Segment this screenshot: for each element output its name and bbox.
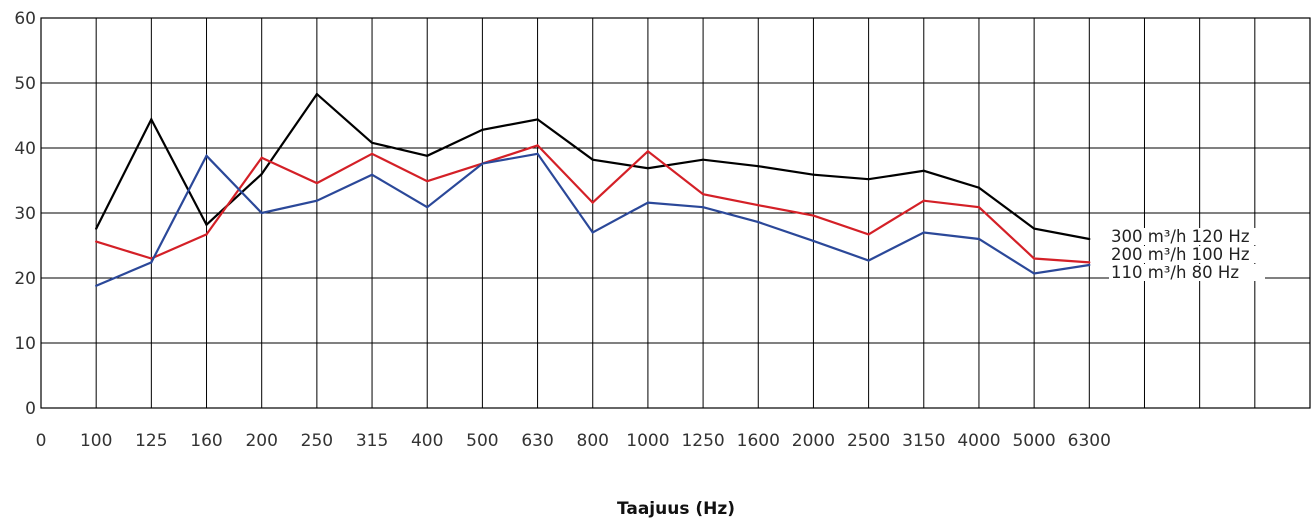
data-point [536, 144, 539, 147]
data-point [260, 211, 263, 215]
data-point [150, 118, 153, 121]
data-point [701, 158, 705, 161]
y-tick-label: 40 [14, 139, 36, 159]
data-point [1088, 237, 1091, 241]
x-tick-label: 100 [80, 431, 112, 451]
data-point [591, 231, 594, 234]
data-point [646, 167, 650, 170]
chart-series [95, 92, 1091, 287]
data-point [205, 223, 208, 226]
data-point [646, 201, 650, 204]
data-point [757, 204, 760, 207]
data-point [812, 173, 815, 176]
x-tick-label: 250 [301, 431, 333, 451]
data-point [95, 284, 98, 287]
y-tick-label: 60 [14, 9, 36, 29]
data-point [205, 233, 208, 236]
data-point [315, 199, 318, 202]
x-tick-label: 0 [36, 431, 47, 451]
data-point [812, 239, 815, 243]
data-point [370, 152, 374, 155]
data-point [536, 152, 539, 155]
x-tick-label: 500 [466, 431, 498, 451]
data-point [867, 178, 870, 181]
x-tick-label: 2500 [847, 431, 890, 451]
legend-label-bg [1109, 246, 1265, 263]
x-tick-label: 2000 [792, 431, 835, 451]
legend-label-bg [1109, 228, 1265, 245]
legend-label: 110 m³/h 80 Hz [1111, 263, 1239, 282]
data-point [205, 154, 208, 157]
x-tick-label: 5000 [1012, 431, 1055, 451]
x-tick-label: 1250 [681, 431, 724, 451]
data-point [591, 201, 594, 204]
x-tick-label: 160 [190, 431, 222, 451]
data-point [867, 233, 870, 236]
y-tick-label: 10 [14, 334, 36, 354]
data-point [95, 227, 98, 230]
chart-grid [40, 17, 1311, 409]
legend-label-bg [1109, 264, 1265, 281]
data-point [977, 206, 981, 209]
data-point [95, 240, 98, 243]
data-point [701, 206, 705, 209]
data-point [370, 173, 374, 176]
y-tick-label: 30 [14, 204, 36, 224]
y-tick-label: 50 [14, 74, 36, 94]
data-point [977, 237, 981, 241]
data-point [426, 154, 429, 157]
data-point [481, 162, 484, 165]
data-point [922, 231, 925, 234]
data-point [701, 193, 705, 196]
x-tick-label: 1000 [626, 431, 669, 451]
data-point [426, 206, 429, 209]
x-tick-label: 4000 [957, 431, 1000, 451]
data-point [977, 186, 981, 189]
y-tick-label: 20 [14, 269, 36, 289]
data-point [1088, 261, 1091, 264]
data-point [757, 221, 760, 224]
data-point [1033, 272, 1036, 275]
data-point [260, 172, 263, 176]
data-point [150, 261, 153, 264]
x-axis-label: Taajuus (Hz) [617, 499, 735, 519]
legend-label: 200 m³/h 100 Hz [1111, 245, 1250, 264]
x-tick-label: 630 [521, 431, 553, 451]
x-tick-label: 1600 [737, 431, 780, 451]
data-point [260, 156, 263, 159]
data-point [812, 214, 815, 217]
data-point [757, 165, 760, 168]
data-point [646, 150, 650, 153]
x-tick-label: 125 [135, 431, 167, 451]
y-tick-label: 0 [25, 399, 36, 419]
x-tick-label: 400 [411, 431, 443, 451]
x-tick-label: 800 [577, 431, 609, 451]
data-point [426, 180, 429, 183]
data-point [315, 92, 318, 96]
x-tick-label: 315 [356, 431, 388, 451]
y-axis-ticks: 0 10 20 30 40 50 60 [14, 9, 36, 419]
data-point [1033, 227, 1036, 230]
data-point [922, 199, 925, 202]
x-tick-label: 200 [245, 431, 277, 451]
data-point [481, 128, 484, 131]
data-point [1033, 257, 1036, 260]
legend-label: 300 m³/h 120 Hz [1111, 227, 1250, 246]
x-tick-label: 3150 [902, 431, 945, 451]
data-point [591, 158, 594, 161]
x-tick-label: 6300 [1068, 431, 1111, 451]
data-point [315, 182, 318, 185]
data-point [370, 141, 374, 144]
data-point [922, 169, 925, 172]
data-point [867, 259, 870, 262]
x-axis-ticks: 0 100 125 160 200 250 315 400 500 630 800 1000 1250 1… [36, 431, 1111, 451]
data-point [536, 118, 539, 121]
data-point [1088, 263, 1091, 267]
